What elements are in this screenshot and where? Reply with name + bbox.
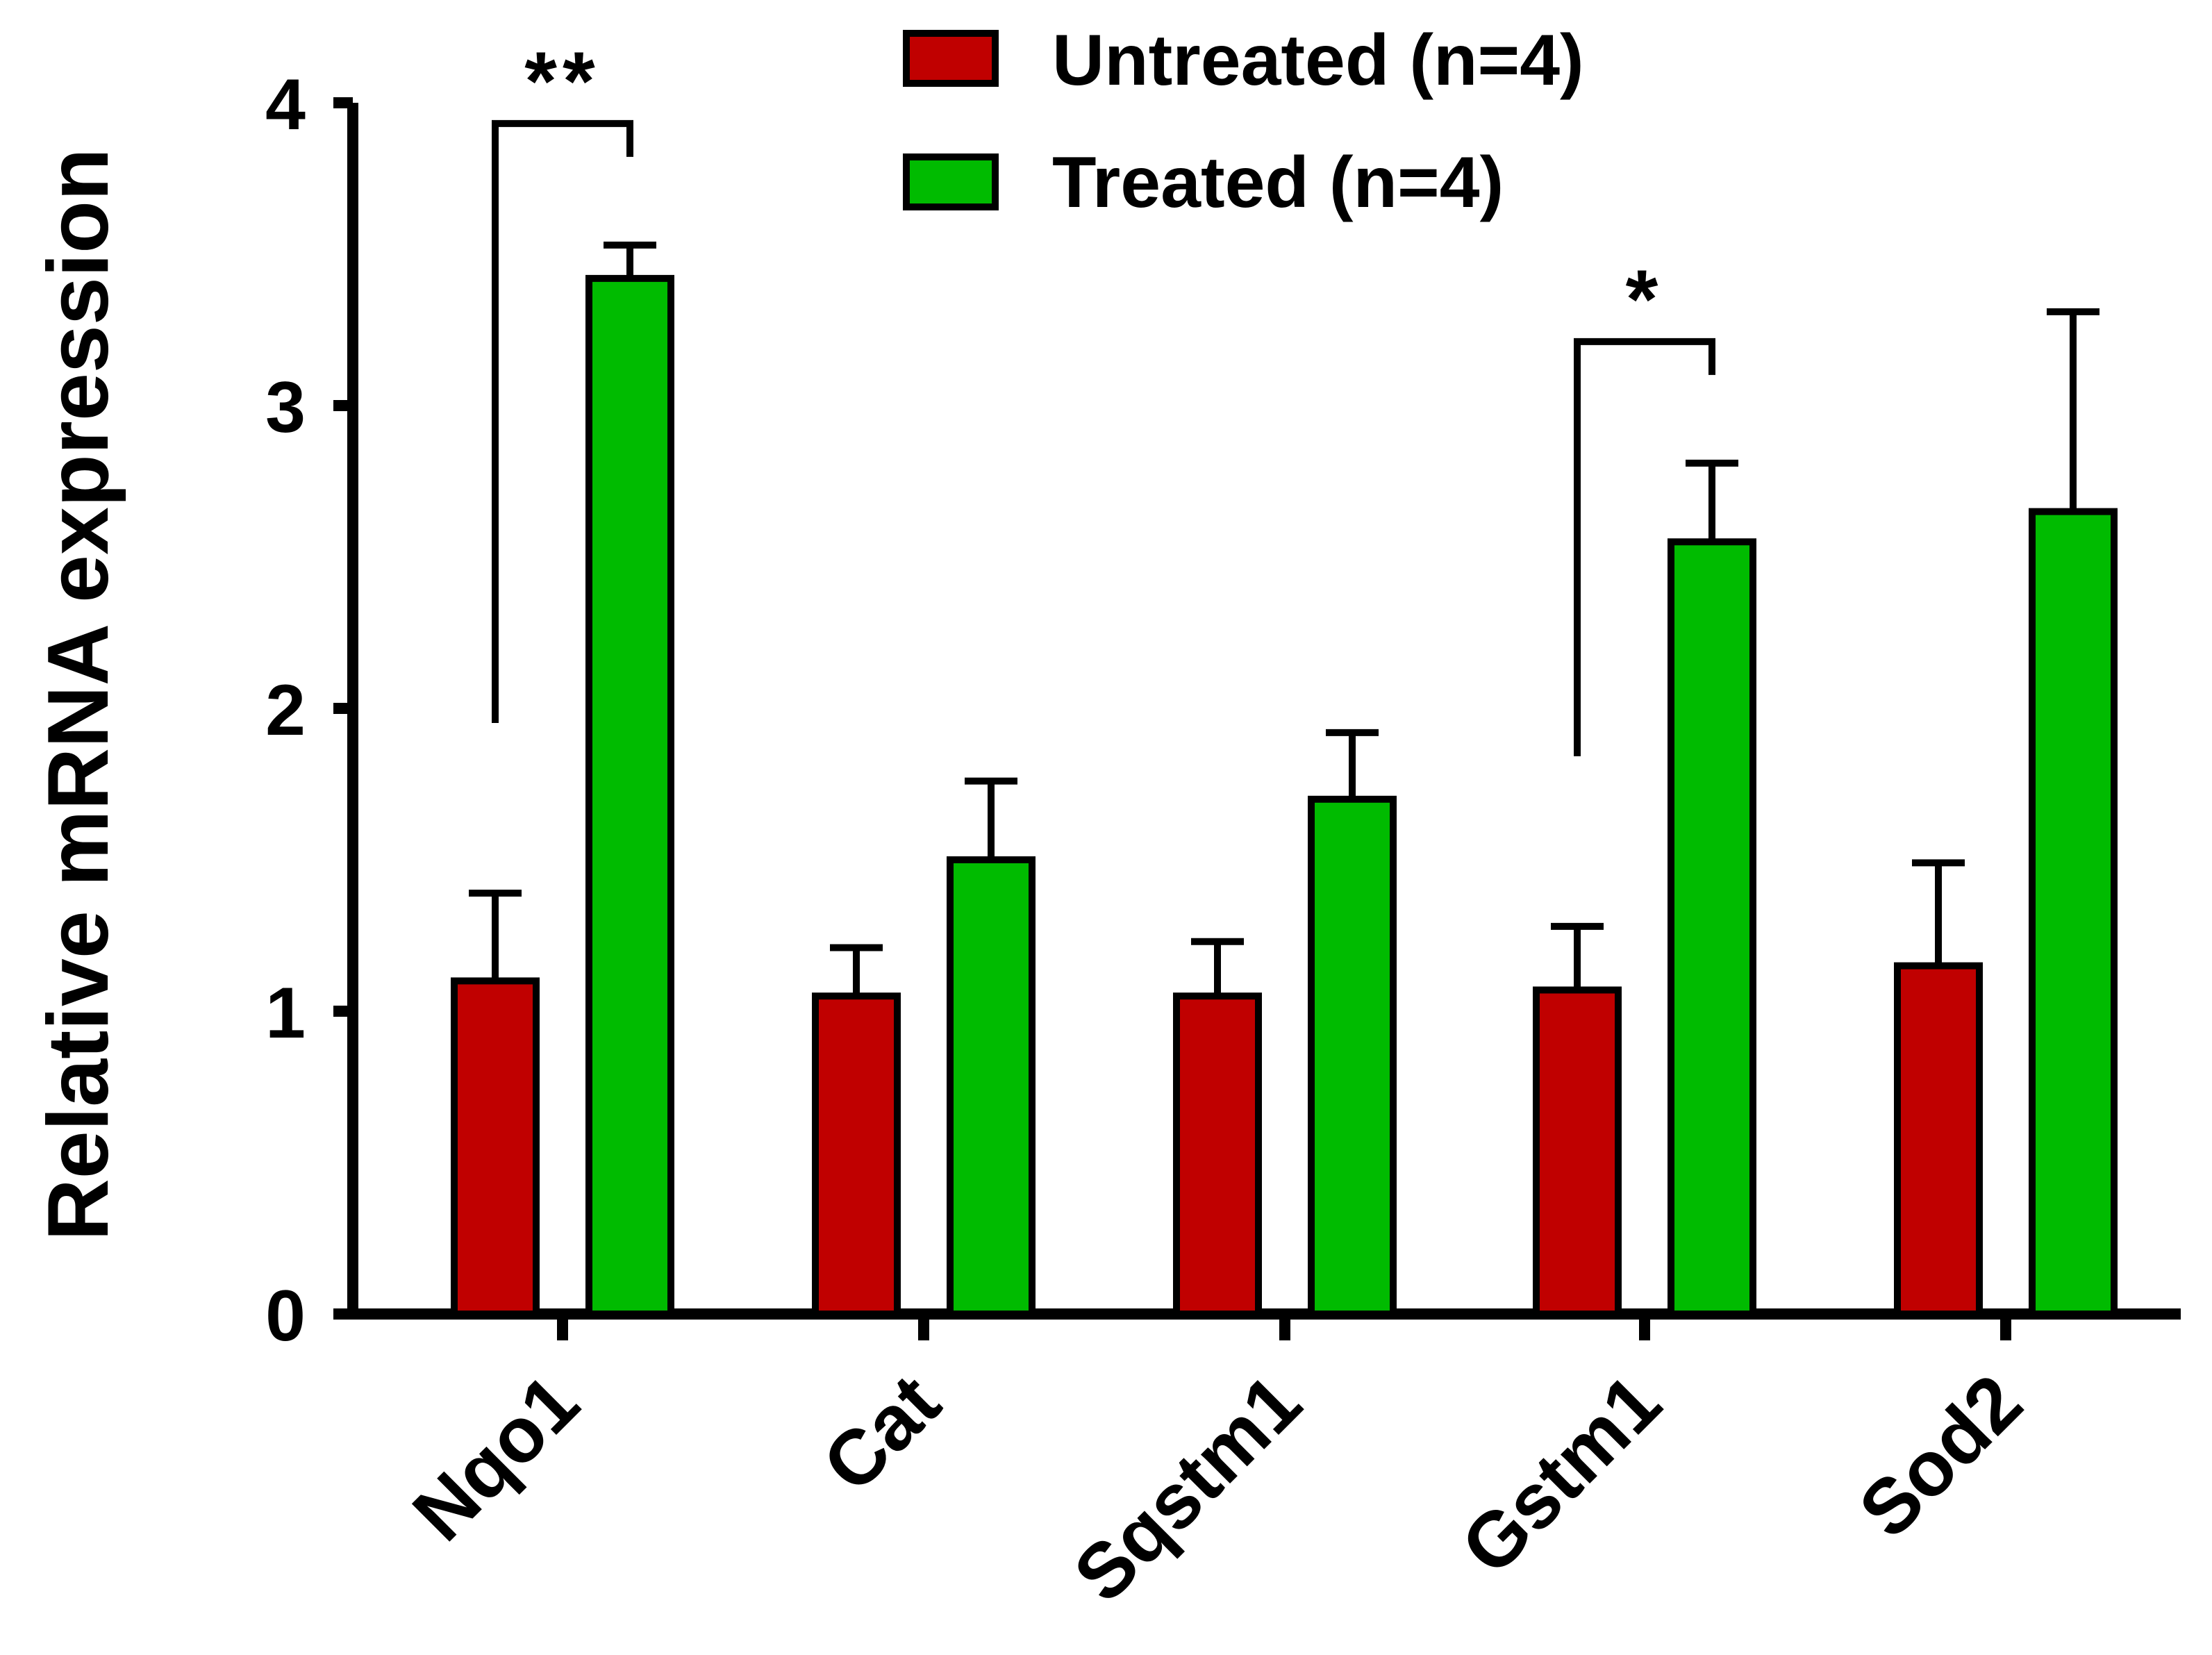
error-bar-sqstm1-treated xyxy=(1326,729,1379,799)
error-bar-cat-untreated xyxy=(830,944,883,997)
legend-label-treated: Treated (n=4) xyxy=(1052,142,1504,223)
y-axis-title: Relative mRNA expression xyxy=(31,148,126,1241)
error-bar-nqo1-untreated xyxy=(469,889,522,981)
x-axis-ticks: Nqo1 Cat Sqstm1 Gstm1 Sod2 xyxy=(397,1314,2038,1618)
bar-gstm1-untreated xyxy=(1533,986,1622,1317)
bar-sqstm1-untreated xyxy=(1173,992,1262,1317)
significance-label-gstm1: * xyxy=(1626,253,1664,346)
bar-cat-untreated xyxy=(812,992,901,1317)
significance-bracket-gstm1 xyxy=(1574,338,1715,756)
x-tick-label-sqstm1: Sqstm1 xyxy=(1058,1358,1317,1618)
y-tick-label-1: 1 xyxy=(265,973,306,1054)
error-bar-sod2-treated xyxy=(2047,308,2099,512)
legend-swatch-untreated xyxy=(903,30,999,87)
significance-bracket-nqo1 xyxy=(492,119,633,723)
x-tick-label-cat: Cat xyxy=(806,1358,956,1508)
legend-swatch-treated xyxy=(903,153,999,210)
bar-sqstm1-treated xyxy=(1308,795,1397,1318)
x-tick-label-nqo1: Nqo1 xyxy=(397,1358,595,1557)
y-tick-label-4: 4 xyxy=(265,65,306,145)
error-bar-gstm1-treated xyxy=(1686,459,1738,542)
error-bar-cat-treated xyxy=(965,777,1017,860)
bar-gstm1-treated xyxy=(1668,538,1756,1318)
y-tick-label-2: 2 xyxy=(265,670,306,751)
error-bar-gstm1-untreated xyxy=(1551,922,1604,990)
significance-label-nqo1: ** xyxy=(524,35,600,128)
legend-label-untreated: Untreated (n=4) xyxy=(1052,20,1584,101)
significance-annotations: *** xyxy=(492,35,1715,756)
x-tick-label-gstm1: Gstm1 xyxy=(1445,1358,1677,1591)
y-tick-label-0: 0 xyxy=(265,1276,306,1356)
y-axis-ticks: 0 1 2 3 4 xyxy=(265,65,353,1356)
bar-marks xyxy=(451,274,2118,1318)
y-tick-label-3: 3 xyxy=(265,367,306,448)
bar-sod2-untreated xyxy=(1894,962,1983,1317)
bar-sod2-treated xyxy=(2029,508,2118,1317)
legend: Untreated (n=4) Treated (n=4) xyxy=(903,20,1584,223)
error-bars xyxy=(469,241,2099,997)
bar-nqo1-untreated xyxy=(451,977,540,1318)
error-bar-nqo1-treated xyxy=(604,241,656,278)
bar-nqo1-treated xyxy=(585,274,674,1317)
error-bar-sod2-untreated xyxy=(1912,859,1965,966)
x-tick-label-sod2: Sod2 xyxy=(1843,1358,2038,1554)
bar-cat-treated xyxy=(947,856,1036,1317)
error-bar-sqstm1-untreated xyxy=(1191,938,1244,997)
